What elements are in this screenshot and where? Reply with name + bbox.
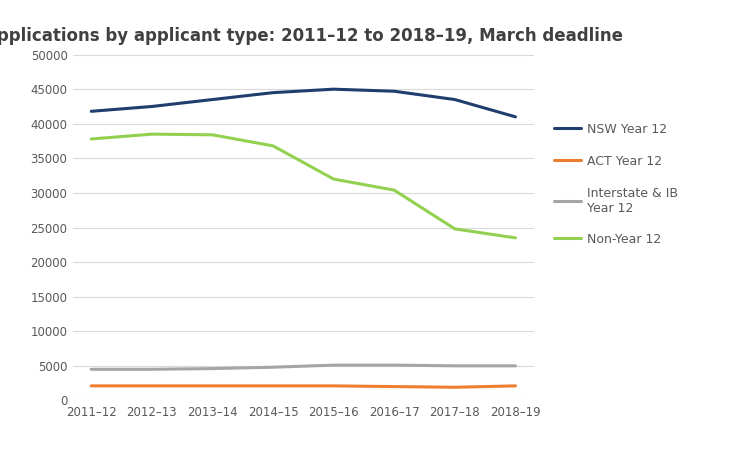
Line: Non-Year 12: Non-Year 12 bbox=[91, 134, 515, 238]
Non-Year 12 bbox=[511, 235, 520, 241]
Interstate & IB
Year 12 bbox=[511, 363, 520, 369]
Legend: NSW Year 12, ACT Year 12, Interstate & IB
Year 12, Non-Year 12: NSW Year 12, ACT Year 12, Interstate & I… bbox=[553, 123, 678, 246]
Interstate & IB
Year 12 bbox=[269, 364, 278, 370]
Interstate & IB
Year 12 bbox=[87, 367, 96, 372]
NSW Year 12 bbox=[511, 114, 520, 120]
NSW Year 12 bbox=[390, 89, 398, 94]
Title: Applications by applicant type: 2011–12 to 2018–19, March deadline: Applications by applicant type: 2011–12 … bbox=[0, 27, 623, 45]
ACT Year 12 bbox=[390, 384, 398, 389]
Non-Year 12 bbox=[269, 143, 278, 149]
Line: ACT Year 12: ACT Year 12 bbox=[91, 386, 515, 387]
Interstate & IB
Year 12 bbox=[148, 367, 156, 372]
ACT Year 12 bbox=[148, 383, 156, 389]
ACT Year 12 bbox=[511, 383, 520, 389]
ACT Year 12 bbox=[329, 383, 338, 389]
NSW Year 12 bbox=[87, 109, 96, 114]
Line: Interstate & IB
Year 12: Interstate & IB Year 12 bbox=[91, 365, 515, 369]
NSW Year 12 bbox=[208, 97, 217, 102]
Non-Year 12 bbox=[329, 177, 338, 182]
ACT Year 12 bbox=[208, 383, 217, 389]
Interstate & IB
Year 12 bbox=[329, 362, 338, 368]
ACT Year 12 bbox=[87, 383, 96, 389]
Non-Year 12 bbox=[450, 226, 459, 232]
Line: NSW Year 12: NSW Year 12 bbox=[91, 89, 515, 117]
Interstate & IB
Year 12 bbox=[450, 363, 459, 369]
Interstate & IB
Year 12 bbox=[390, 362, 398, 368]
Interstate & IB
Year 12 bbox=[208, 366, 217, 371]
Non-Year 12 bbox=[208, 132, 217, 137]
NSW Year 12 bbox=[269, 90, 278, 96]
NSW Year 12 bbox=[148, 104, 156, 109]
Non-Year 12 bbox=[87, 136, 96, 142]
Non-Year 12 bbox=[390, 187, 398, 193]
Non-Year 12 bbox=[148, 131, 156, 137]
ACT Year 12 bbox=[269, 383, 278, 389]
ACT Year 12 bbox=[450, 384, 459, 390]
NSW Year 12 bbox=[329, 86, 338, 92]
NSW Year 12 bbox=[450, 97, 459, 102]
